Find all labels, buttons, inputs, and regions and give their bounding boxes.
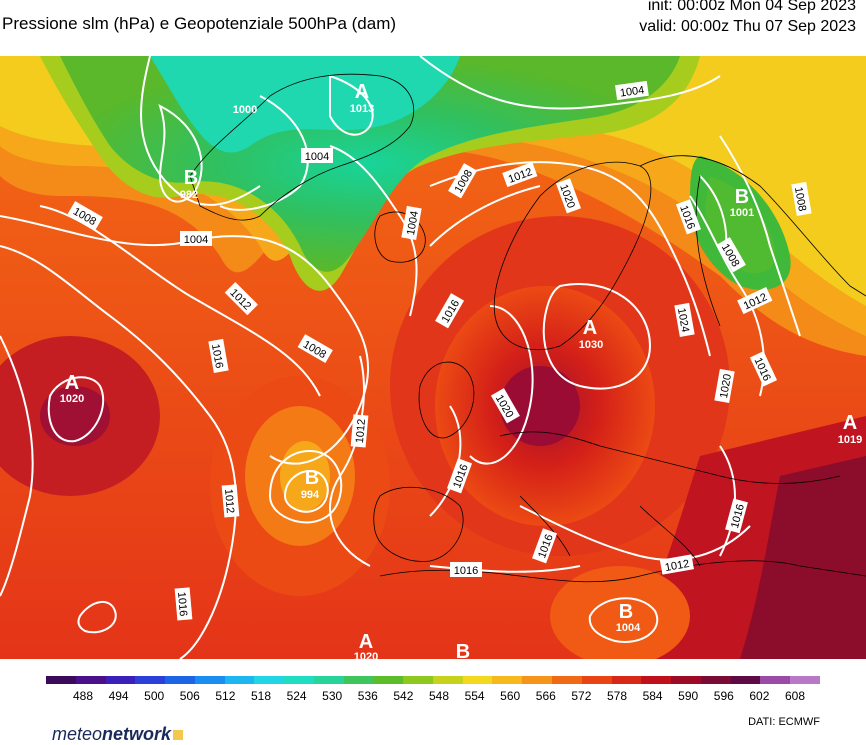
brand-logo: meteonetwork: [52, 724, 184, 745]
isobar-label: 1008: [792, 186, 808, 212]
colorbar-segment: [730, 676, 761, 684]
center-value: 982: [180, 189, 198, 201]
colorbar: [46, 676, 820, 684]
map-title: Pressione slm (hPa) e Geopotenziale 500h…: [2, 14, 397, 33]
pressure-centers: A 1013 B 982 B 1001 A 1030 A 1020 B 994 …: [60, 81, 862, 659]
colorbar-segment: [492, 676, 523, 684]
center-letter: A: [65, 372, 79, 394]
weather-map: 1004 1004 1004 1004 1008 1008 1008 1008 …: [0, 56, 866, 659]
colorbar-tick-label: 500: [144, 689, 165, 703]
isobar-label: 1004: [619, 84, 645, 99]
isobar-label: 1020: [718, 373, 734, 399]
colorbar-segment: [254, 676, 285, 684]
isobar-label: 1016: [175, 591, 189, 616]
colorbar-tick-label: 608: [784, 689, 806, 703]
center-value: 1020: [354, 651, 378, 659]
brand-bold: network: [102, 724, 172, 744]
center-value: 1020: [60, 393, 84, 405]
center-value: 1030: [579, 339, 603, 351]
coastlines: [189, 73, 866, 583]
brand-light: meteo: [52, 724, 103, 744]
colorbar-segment: [105, 676, 136, 684]
colorbar-segment: [403, 676, 433, 684]
colorbar-segment: [46, 676, 76, 684]
colorbar-segment: [194, 676, 225, 684]
colorbar-segment: [611, 676, 642, 684]
center-letter: A: [355, 81, 369, 103]
colorbar-tick-label: 572: [571, 689, 592, 703]
colorbar-tick-label: 596: [713, 689, 734, 703]
colorbar-tick-label: 548: [428, 689, 450, 703]
colorbar-tick-label: 512: [215, 689, 236, 703]
isobar-label: 1004: [184, 234, 208, 246]
colorbar-segment: [373, 676, 404, 684]
colorbar-tick-label: 602: [749, 689, 770, 703]
colorbar-segment: [552, 676, 582, 684]
colorbar-segment: [313, 676, 344, 684]
data-source: DATI: ECMWF: [748, 716, 820, 728]
isobar-label: 1016: [209, 343, 225, 369]
center-letter: A: [359, 631, 373, 653]
cyan-core: [150, 56, 460, 153]
center-value: 1019: [838, 434, 862, 446]
isobar-label: 1016: [454, 565, 478, 577]
colorbar-tick-label: 590: [678, 689, 699, 703]
center-value: 1004: [616, 622, 641, 634]
isobar-label: 1024: [675, 307, 691, 333]
colorbar-segment: [522, 676, 553, 684]
isobar-label: 1012: [354, 418, 368, 443]
colorbar-segment: [700, 676, 731, 684]
colorbar-tick-label: 542: [393, 689, 414, 703]
isobar-label: 1012: [222, 488, 236, 513]
colorbar-tick-label: 566: [535, 689, 556, 703]
colorbar-tick-label: 554: [464, 689, 485, 703]
center-letter: A: [583, 317, 597, 339]
center-letter: A: [843, 412, 857, 434]
colorbar-tick-label: 530: [322, 689, 343, 703]
center-letter: B: [184, 167, 198, 189]
colorbar-segment: [135, 676, 166, 684]
colorbar-segment: [343, 676, 374, 684]
colorbar-tick-label: 488: [72, 689, 94, 703]
colorbar-tick-label: 536: [357, 689, 378, 703]
colorbar-segment: [760, 676, 791, 684]
colorbar-segment: [224, 676, 255, 684]
colorbar-segment: [790, 676, 820, 684]
colorbar-tick-label: 584: [642, 689, 663, 703]
init-time: init: 00:00z Mon 04 Sep 2023: [647, 0, 856, 14]
center-letter: B: [735, 186, 749, 208]
colorbar-tick-label: 524: [286, 689, 307, 703]
colorbar-tick-label: 578: [606, 689, 628, 703]
isobar-label: 1012: [664, 558, 690, 574]
center-letter: B: [456, 641, 470, 659]
colorbar-segment: [641, 676, 672, 684]
colorbar-segment: [165, 676, 195, 684]
center-letter: B: [619, 601, 633, 623]
center-value: 994: [301, 489, 320, 501]
colorbar-segment: [75, 676, 106, 684]
center-value: 1013: [350, 103, 374, 115]
colorbar-ticks: 488 494 500 506 512 518 524 530 536 542 548 554 560 5…: [0, 689, 866, 705]
colorbar-tick-label: 494: [108, 689, 129, 703]
colorbar-tick-label: 506: [179, 689, 200, 703]
center-letter: B: [305, 467, 319, 489]
colorbar-segment: [432, 676, 463, 684]
brand-square-icon: [173, 730, 184, 740]
colorbar-segment: [284, 676, 314, 684]
colorbar-segment: [462, 676, 493, 684]
valid-time: valid: 00:00z Thu 07 Sep 2023: [639, 18, 856, 35]
colorbar-segment: [671, 676, 701, 684]
colorbar-tick-label: 518: [250, 689, 272, 703]
colorbar-tick-label: 560: [500, 689, 521, 703]
center-value: 1000: [233, 104, 257, 116]
center-value: 1001: [730, 207, 754, 219]
colorbar-segment: [581, 676, 612, 684]
isobar-label: 1004: [305, 151, 329, 163]
isobar-label: 1004: [405, 210, 421, 236]
